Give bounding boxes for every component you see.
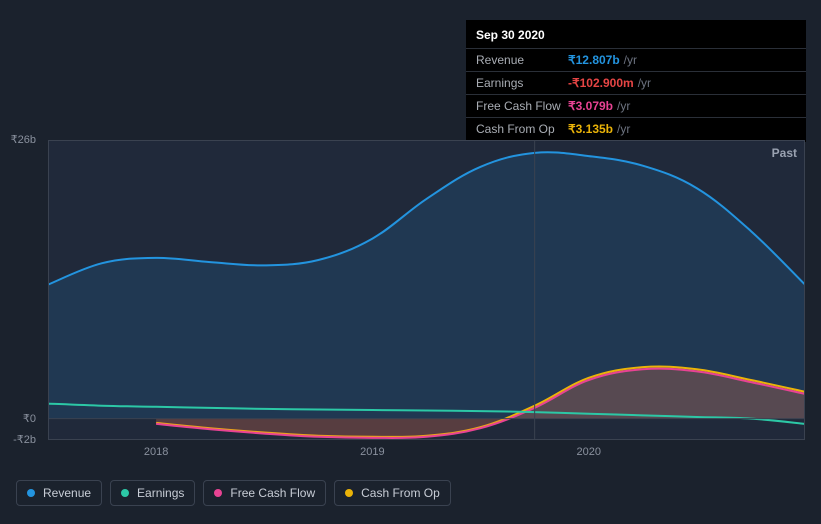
legend-item-cash-from-op[interactable]: Cash From Op <box>334 480 451 506</box>
x-tick-label: 2019 <box>360 446 384 458</box>
tooltip-row-label: Revenue <box>476 53 568 67</box>
tooltip-row-label: Free Cash Flow <box>476 99 568 113</box>
chart-area: ₹26b₹0-₹2b Past 201820192020 <box>16 120 805 460</box>
tooltip-row: Earnings-₹102.900m /yr <box>466 71 806 94</box>
legend-item-revenue[interactable]: Revenue <box>16 480 102 506</box>
legend-swatch <box>121 489 129 497</box>
legend: Revenue Earnings Free Cash Flow Cash From O… <box>16 480 451 506</box>
tooltip-row: Free Cash Flow₹3.079b /yr <box>466 94 806 117</box>
chart-container: Sep 30 2020 Revenue₹12.807b /yrEarnings-… <box>0 0 821 524</box>
tooltip-row-label: Earnings <box>476 76 568 90</box>
legend-label: Earnings <box>137 486 184 500</box>
tooltip-row-value: ₹12.807b <box>568 53 620 67</box>
tooltip-row-value: -₹102.900m <box>568 76 634 90</box>
legend-swatch <box>345 489 353 497</box>
y-tick-label: -₹2b <box>6 433 36 446</box>
legend-swatch <box>214 489 222 497</box>
legend-item-earnings[interactable]: Earnings <box>110 480 195 506</box>
tooltip-row-unit: /yr <box>617 99 630 113</box>
tooltip-row-unit: /yr <box>638 76 651 90</box>
y-tick-label: ₹26b <box>6 133 36 146</box>
legend-label: Cash From Op <box>361 486 440 500</box>
tooltip-date: Sep 30 2020 <box>466 22 806 48</box>
tooltip-row-unit: /yr <box>624 53 637 67</box>
legend-label: Revenue <box>43 486 91 500</box>
tooltip-row-value: ₹3.079b <box>568 99 613 113</box>
tooltip-row: Revenue₹12.807b /yr <box>466 48 806 71</box>
plot[interactable]: Past <box>48 140 805 440</box>
legend-item-free-cash-flow[interactable]: Free Cash Flow <box>203 480 326 506</box>
x-tick-label: 2018 <box>144 446 168 458</box>
legend-label: Free Cash Flow <box>230 486 315 500</box>
y-tick-label: ₹0 <box>6 412 36 425</box>
x-tick-label: 2020 <box>576 446 600 458</box>
legend-swatch <box>27 489 35 497</box>
x-axis: 2018 2019 2020 <box>48 446 805 464</box>
past-label: Past <box>772 146 797 160</box>
